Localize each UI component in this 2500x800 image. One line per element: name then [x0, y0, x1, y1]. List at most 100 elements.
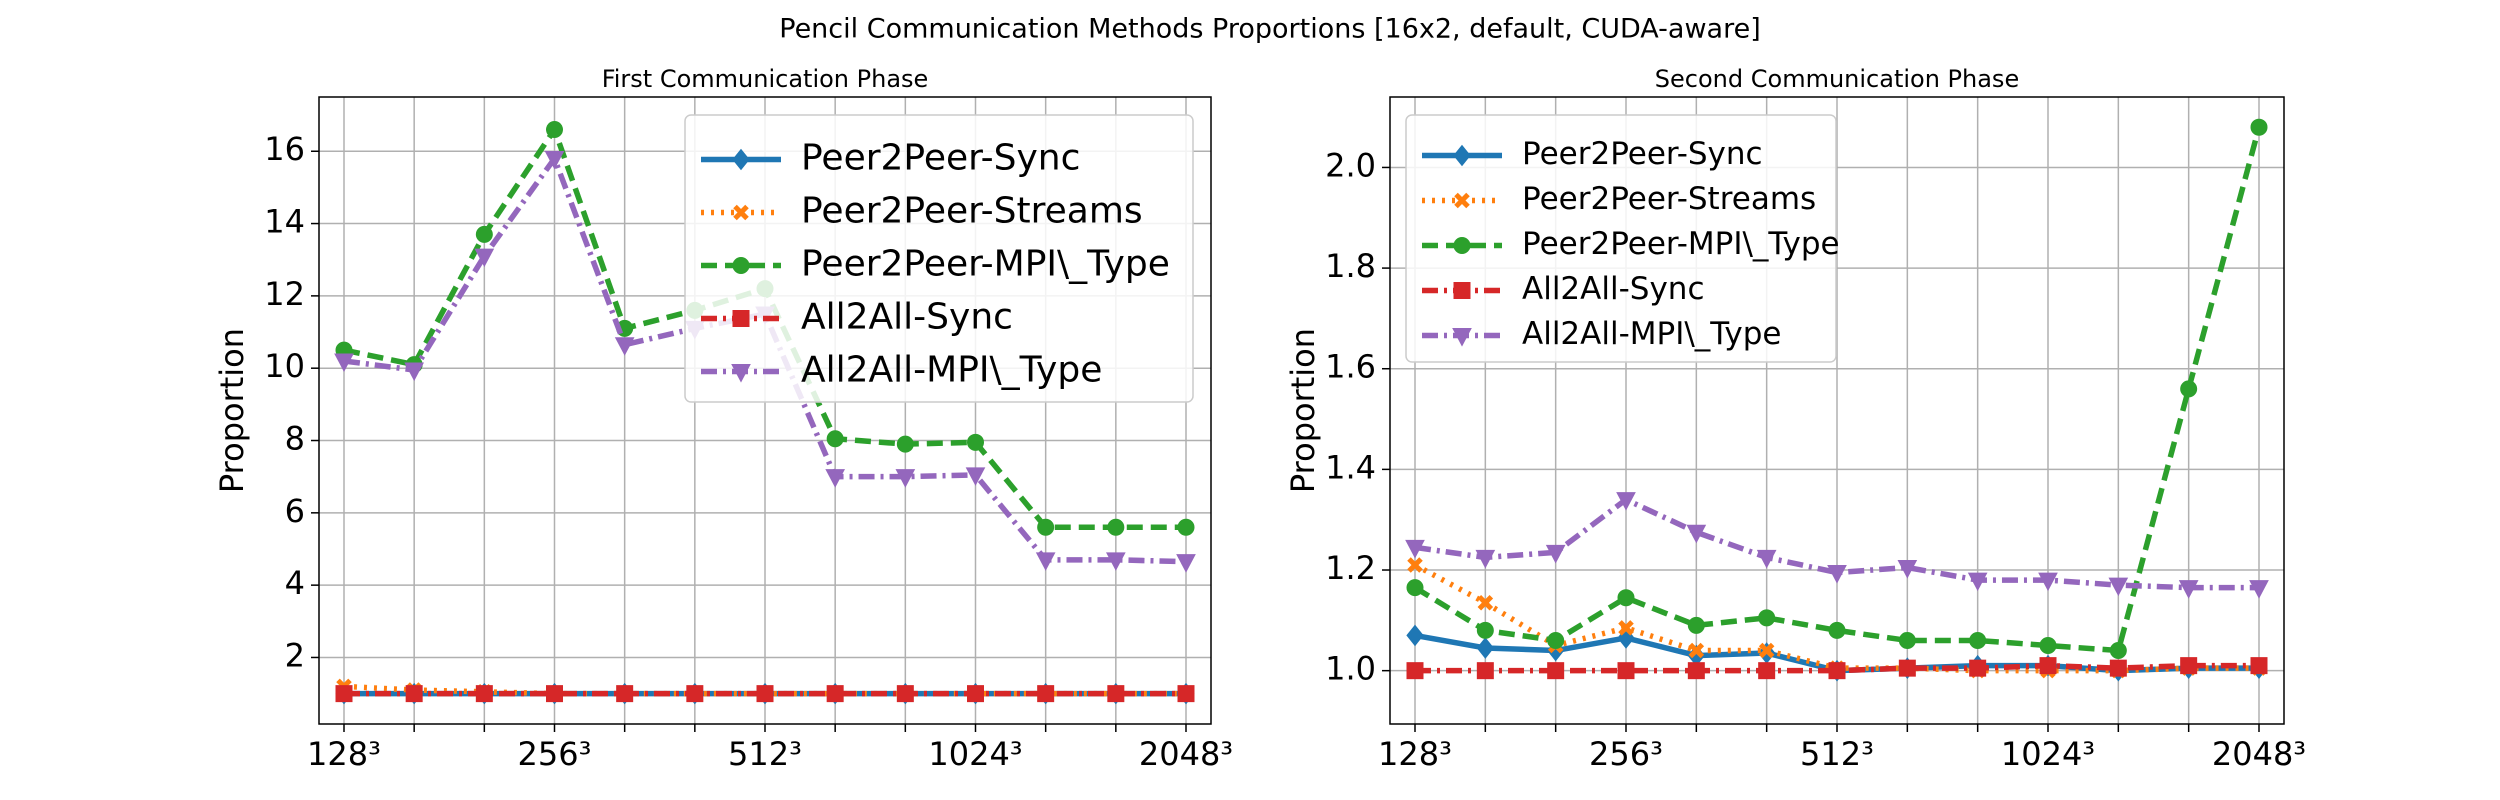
- marker: [1107, 685, 1125, 703]
- marker: [1454, 192, 1470, 209]
- x-tick-label: 256³: [518, 735, 592, 773]
- marker: [1828, 662, 1846, 680]
- marker: [2108, 577, 2129, 597]
- marker: [474, 248, 495, 268]
- marker: [1617, 589, 1635, 607]
- marker: [1547, 662, 1565, 680]
- marker: [756, 685, 774, 703]
- x-tick-label: 128³: [1378, 735, 1452, 773]
- marker: [2109, 642, 2127, 660]
- marker: [1969, 659, 1987, 677]
- marker: [2249, 580, 2269, 599]
- marker: [1177, 685, 1195, 703]
- legend: Peer2Peer-Sync Peer2Peer-Streams Peer2Peer…: [1405, 114, 1840, 363]
- subplot-title: First Communication Phase: [602, 65, 929, 93]
- marker: [2039, 636, 2057, 654]
- marker: [1105, 552, 1126, 571]
- marker: [1405, 539, 1425, 559]
- marker: [1687, 662, 1705, 680]
- marker: [1476, 621, 1494, 639]
- y-tick-label: 10: [264, 347, 305, 385]
- marker: [1037, 518, 1055, 536]
- y-tick-label: 14: [264, 203, 305, 241]
- marker: [1686, 524, 1707, 544]
- y-tick-label: 1.2: [1325, 549, 1376, 587]
- y-tick-label: 1.8: [1325, 247, 1376, 285]
- marker: [896, 685, 914, 703]
- marker: [1618, 620, 1634, 636]
- marker: [1407, 557, 1423, 573]
- marker: [334, 353, 354, 373]
- y-tick-label: 2.0: [1325, 146, 1376, 184]
- marker: [544, 150, 565, 170]
- marker: [1453, 144, 1471, 167]
- y-tick-label: 4: [285, 564, 305, 602]
- marker: [1616, 492, 1636, 511]
- x-tick-label: 512³: [1800, 735, 1874, 773]
- x-tick-label: 2048³: [2212, 735, 2306, 773]
- x-tick-label: 1024³: [2001, 735, 2095, 773]
- plot: 128³ 256³ 512³ 1024³ 2048³ 2 4 6 8 10 12 14 16 First …: [213, 65, 1233, 773]
- marker: [2180, 657, 2198, 675]
- marker: [616, 685, 634, 703]
- marker: [1828, 621, 1846, 639]
- marker: [2038, 572, 2058, 592]
- y-tick-label: 2: [285, 636, 305, 674]
- marker: [1477, 594, 1494, 611]
- legend-label: All2All-MPI\_Type: [1522, 316, 1782, 352]
- y-tick-label: 1.6: [1325, 348, 1376, 386]
- legend-label: All2All-MPI\_Type: [801, 350, 1102, 391]
- y-tick-label: 16: [264, 130, 305, 168]
- legend-label: Peer2Peer-Streams: [1522, 181, 1816, 217]
- marker: [733, 204, 749, 221]
- marker: [1758, 609, 1776, 627]
- marker: [895, 469, 916, 488]
- marker: [2178, 580, 2199, 599]
- legend-label: All2All-Sync: [801, 297, 1013, 338]
- marker: [1035, 552, 1056, 571]
- marker: [1898, 659, 1916, 677]
- marker: [1967, 572, 1988, 592]
- marker: [546, 121, 563, 139]
- marker: [2250, 657, 2268, 675]
- legend-label: Peer2Peer-Sync: [1522, 136, 1763, 172]
- marker: [967, 685, 984, 703]
- x-tick-label: 256³: [1589, 735, 1663, 773]
- marker: [1545, 544, 1566, 564]
- marker: [475, 685, 493, 703]
- marker: [1453, 282, 1471, 299]
- x-tick-label: 1024³: [928, 735, 1022, 773]
- y-tick-label: 12: [264, 275, 305, 313]
- marker: [1476, 662, 1494, 680]
- marker: [1898, 631, 1916, 649]
- figure-title: Pencil Communication Methods Proportions…: [779, 14, 1761, 45]
- marker: [1453, 237, 1471, 254]
- legend-box: [1405, 114, 1837, 363]
- marker: [1827, 565, 1847, 584]
- marker: [475, 225, 493, 243]
- legend: Peer2Peer-Sync Peer2Peer-Streams Peer2Peer…: [684, 114, 1194, 403]
- plot: 128³ 256³ 512³ 1024³ 2048³ 1.0 1.2 1.4 1.6 1.8 2.0…: [1284, 65, 2306, 773]
- y-tick-label: 1.4: [1325, 448, 1376, 486]
- marker: [1177, 518, 1195, 536]
- marker: [967, 433, 984, 451]
- marker: [405, 685, 423, 703]
- x-tick-label: 128³: [307, 735, 381, 773]
- marker: [965, 467, 986, 486]
- marker: [1176, 554, 1196, 573]
- marker: [404, 362, 424, 382]
- marker: [546, 685, 563, 703]
- legend-box: [684, 114, 1194, 403]
- y-axis-label: Proportion: [1284, 328, 1322, 493]
- marker: [1758, 642, 1775, 659]
- marker: [731, 364, 751, 383]
- legend-label: Peer2Peer-Sync: [801, 138, 1080, 179]
- marker: [686, 685, 704, 703]
- marker: [826, 430, 844, 448]
- y-axis-label: Proportion: [213, 328, 251, 493]
- marker: [732, 257, 750, 274]
- subplot-title: Second Communication Phase: [1655, 65, 2019, 93]
- marker: [1687, 616, 1705, 634]
- y-tick-label: 6: [285, 492, 305, 530]
